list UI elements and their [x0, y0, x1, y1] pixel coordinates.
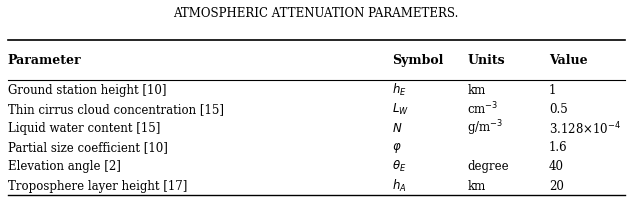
Text: 40: 40 [549, 160, 564, 173]
Text: cm$^{-3}$: cm$^{-3}$ [467, 101, 499, 117]
Text: g/m$^{-3}$: g/m$^{-3}$ [467, 118, 504, 138]
Text: $h_{A}$: $h_{A}$ [392, 177, 406, 193]
Text: $\varphi$: $\varphi$ [392, 140, 401, 154]
Text: Parameter: Parameter [8, 54, 81, 67]
Text: Partial size coefficient [10]: Partial size coefficient [10] [8, 141, 168, 153]
Text: km: km [467, 179, 486, 192]
Text: Troposphere layer height [17]: Troposphere layer height [17] [8, 179, 187, 192]
Text: degree: degree [467, 160, 509, 173]
Text: ATMOSPHERIC ATTENUATION PARAMETERS.: ATMOSPHERIC ATTENUATION PARAMETERS. [173, 7, 459, 20]
Text: Thin cirrus cloud concentration [15]: Thin cirrus cloud concentration [15] [8, 102, 224, 115]
Text: 0.5: 0.5 [549, 102, 568, 115]
Text: Liquid water content [15]: Liquid water content [15] [8, 121, 160, 134]
Text: 3.128×10$^{-4}$: 3.128×10$^{-4}$ [549, 120, 621, 136]
Text: Elevation angle [2]: Elevation angle [2] [8, 160, 120, 173]
Text: Ground station height [10]: Ground station height [10] [8, 83, 166, 96]
Text: 1: 1 [549, 83, 556, 96]
Text: $h_{E}$: $h_{E}$ [392, 82, 406, 98]
Text: Value: Value [549, 54, 588, 67]
Text: Units: Units [467, 54, 505, 67]
Text: $N$: $N$ [392, 121, 402, 134]
Text: 1.6: 1.6 [549, 141, 568, 153]
Text: km: km [467, 83, 486, 96]
Text: Symbol: Symbol [392, 54, 443, 67]
Text: $\theta_{E}$: $\theta_{E}$ [392, 159, 406, 174]
Text: 20: 20 [549, 179, 564, 192]
Text: $L_{W}$: $L_{W}$ [392, 101, 408, 116]
